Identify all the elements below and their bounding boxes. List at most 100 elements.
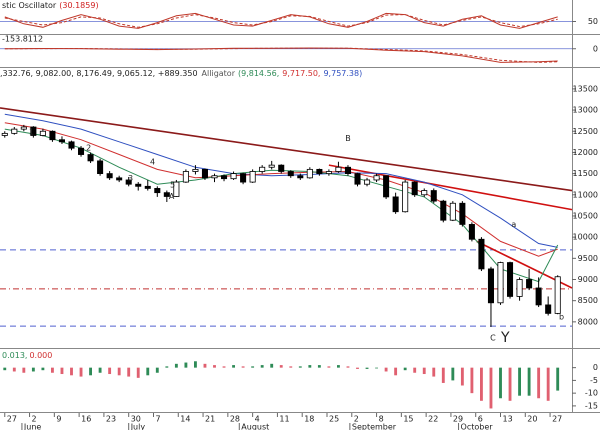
histogram-bar — [194, 361, 197, 368]
histogram-bar — [70, 367, 73, 376]
title-value: 0.013, — [2, 351, 27, 360]
x-tick-label: 2 — [32, 415, 37, 424]
histogram-bar — [22, 367, 26, 373]
y-tick-label: 10500 — [573, 211, 598, 220]
candle-body — [68, 141, 75, 149]
ohlc-values: ,332.76, 9,082.00, 8,176.49, 9,065.12, +… — [0, 69, 198, 78]
indicator-line — [4, 12, 558, 29]
histogram-bar — [432, 367, 436, 377]
month-label: September — [352, 423, 397, 430]
candle-body — [526, 279, 533, 289]
candle-body — [116, 177, 123, 181]
x-tick-label: 21 — [205, 415, 215, 424]
histogram-bar — [203, 363, 207, 368]
candle-body — [316, 168, 323, 175]
candle-body — [144, 185, 151, 189]
histogram-bar — [394, 367, 398, 376]
candle-body — [554, 276, 561, 314]
histogram-bar — [308, 365, 312, 368]
wave-label: 4 — [150, 158, 155, 167]
histogram-bar — [556, 367, 560, 391]
indicator-line — [4, 47, 558, 63]
histogram-bar — [108, 367, 112, 375]
y-tick-label: 8000 — [578, 317, 598, 326]
candle-body — [430, 190, 437, 202]
candle-body — [278, 164, 285, 172]
candle-body — [125, 179, 132, 185]
y-tick-label: -15 — [585, 401, 598, 410]
candle-body — [1, 132, 8, 136]
x-tick-label: 28 — [230, 415, 240, 424]
candle-body — [135, 183, 142, 187]
y-tick-label: 11500 — [573, 169, 598, 178]
histogram-bar — [60, 367, 64, 375]
histogram-bar — [251, 366, 255, 368]
histogram-bar — [241, 366, 245, 368]
candle-body — [20, 126, 27, 130]
candle-body — [325, 171, 332, 175]
candle-body — [78, 147, 85, 155]
x-tick-label: 30 — [131, 415, 141, 424]
y-tick-label: -10 — [585, 389, 598, 398]
histogram-bar — [279, 365, 283, 368]
histogram-bar — [232, 365, 235, 368]
panel-title: stic Oscillator (30.1859) — [2, 1, 99, 10]
candle-body — [297, 175, 304, 179]
histogram-bar — [31, 367, 35, 372]
candle-body — [354, 173, 361, 185]
candle-body — [402, 181, 409, 213]
candle-body — [211, 175, 218, 179]
wave-label: C — [490, 333, 496, 342]
trend-line — [0, 107, 573, 192]
wave-label: 3 — [128, 174, 133, 183]
indicator-value: 9,717.50, — [282, 69, 320, 78]
panel-title: -153.8112 — [2, 35, 43, 44]
indicator-name: Alligator — [202, 69, 236, 78]
histogram-bar — [117, 367, 121, 376]
panel-title: ,332.76, 9,082.00, 8,176.49, 9,065.12, +… — [0, 69, 362, 78]
candle-body — [487, 268, 494, 304]
candle-body — [344, 166, 351, 175]
histogram-bar — [451, 367, 455, 381]
candle-body — [249, 171, 256, 183]
candle-body — [421, 190, 428, 196]
wave-label: 5 — [170, 181, 175, 190]
candle-body — [30, 126, 37, 136]
candle-body — [240, 173, 247, 183]
x-tick-label: 25 — [329, 415, 339, 424]
x-tick-label: 2 — [354, 415, 359, 424]
candle-body — [545, 304, 552, 314]
candle-body — [154, 188, 161, 194]
histogram-bar — [165, 366, 169, 368]
histogram-bar — [213, 365, 216, 368]
candle-body — [58, 139, 65, 143]
histogram-bar — [384, 367, 388, 372]
candle-body — [192, 168, 199, 172]
histogram-bar — [155, 367, 159, 373]
histogram-bar — [537, 367, 541, 399]
candle-body — [259, 166, 266, 172]
candle-body — [507, 262, 514, 297]
panel-title: 0.013, 0.000 — [2, 351, 52, 360]
wave-label: 2 — [86, 144, 91, 153]
y-tick-label: 8500 — [578, 296, 598, 305]
candle-body — [535, 287, 542, 306]
histogram-bar — [260, 365, 264, 368]
histogram-bar — [470, 367, 474, 394]
title-value: 0.000 — [29, 351, 52, 360]
candle-body — [459, 202, 466, 225]
indicator-value: 9,757.38) — [323, 69, 362, 78]
wave-label: a — [511, 220, 516, 229]
candle-body — [230, 173, 237, 180]
candle-body — [87, 154, 94, 162]
x-tick-label: 27 — [552, 415, 562, 424]
candle-body — [449, 202, 456, 221]
histogram-bar — [89, 367, 92, 376]
trend-line — [328, 164, 573, 211]
candle-body — [306, 168, 313, 179]
histogram-bar — [127, 367, 131, 377]
histogram-bar — [508, 367, 512, 401]
wave-label: A — [169, 192, 175, 201]
month-label: July — [130, 423, 146, 430]
